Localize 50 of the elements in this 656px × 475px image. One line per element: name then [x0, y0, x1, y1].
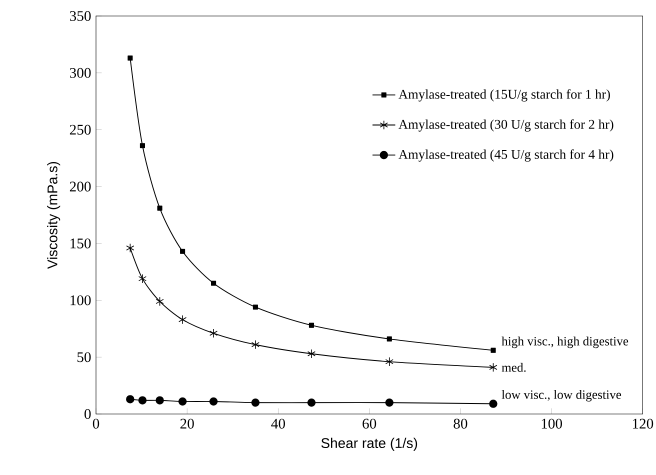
point: [138, 396, 147, 404]
point: [489, 362, 498, 372]
y-axis-title: Viscosity (mPa.s): [47, 162, 60, 269]
x-tick-label: 80: [454, 418, 468, 429]
point: [490, 348, 496, 353]
y-tick-label: 0: [84, 409, 91, 419]
point: [385, 398, 394, 407]
legend-label: Amylase-treated (30 U/g starch for 2 hr): [398, 119, 614, 132]
x-axis-title: Shear rate (1/s): [321, 438, 418, 451]
point: [385, 357, 394, 366]
point: [209, 328, 218, 338]
point: [156, 296, 164, 306]
point: [308, 322, 314, 328]
point: [307, 398, 316, 407]
point: [126, 243, 134, 253]
x-tick-label: 40: [271, 418, 285, 429]
y-tick-label: 350: [70, 11, 91, 21]
annotation: high visc., high digestive: [502, 336, 628, 348]
point: [386, 336, 392, 342]
annotation: med.: [502, 362, 526, 372]
point: [156, 396, 164, 404]
point: [140, 143, 146, 148]
legend-label: Amylase-treated (45 U/g starch for 4 hr): [398, 149, 614, 162]
point: [209, 397, 218, 406]
point: [157, 206, 162, 211]
point: [251, 340, 260, 350]
point: [128, 56, 133, 61]
point: [252, 304, 258, 310]
point: [180, 248, 186, 254]
point: [307, 349, 316, 358]
point: [489, 400, 498, 408]
x-tick-label: 20: [180, 418, 194, 429]
x-tick-label: 120: [632, 418, 654, 429]
y-tick-label: 300: [70, 68, 91, 78]
point: [211, 280, 216, 286]
x-tick-label: 0: [92, 418, 100, 429]
annotation: low visc., low digestive: [502, 390, 622, 402]
y-tick-label: 200: [70, 182, 91, 192]
y-tick-label: 50: [77, 352, 91, 362]
y-tick-label: 150: [70, 238, 91, 248]
x-tick-label: 100: [542, 418, 562, 429]
point: [178, 314, 187, 324]
point: [138, 274, 147, 284]
y-tick-label: 250: [70, 124, 91, 135]
point: [178, 397, 187, 406]
y-tick-label: 100: [70, 295, 91, 306]
point: [251, 398, 260, 407]
x-tick-label: 60: [362, 418, 376, 429]
legend-label: Amylase-treated (15U/g starch for 1 hr): [398, 89, 610, 102]
point: [126, 395, 134, 404]
